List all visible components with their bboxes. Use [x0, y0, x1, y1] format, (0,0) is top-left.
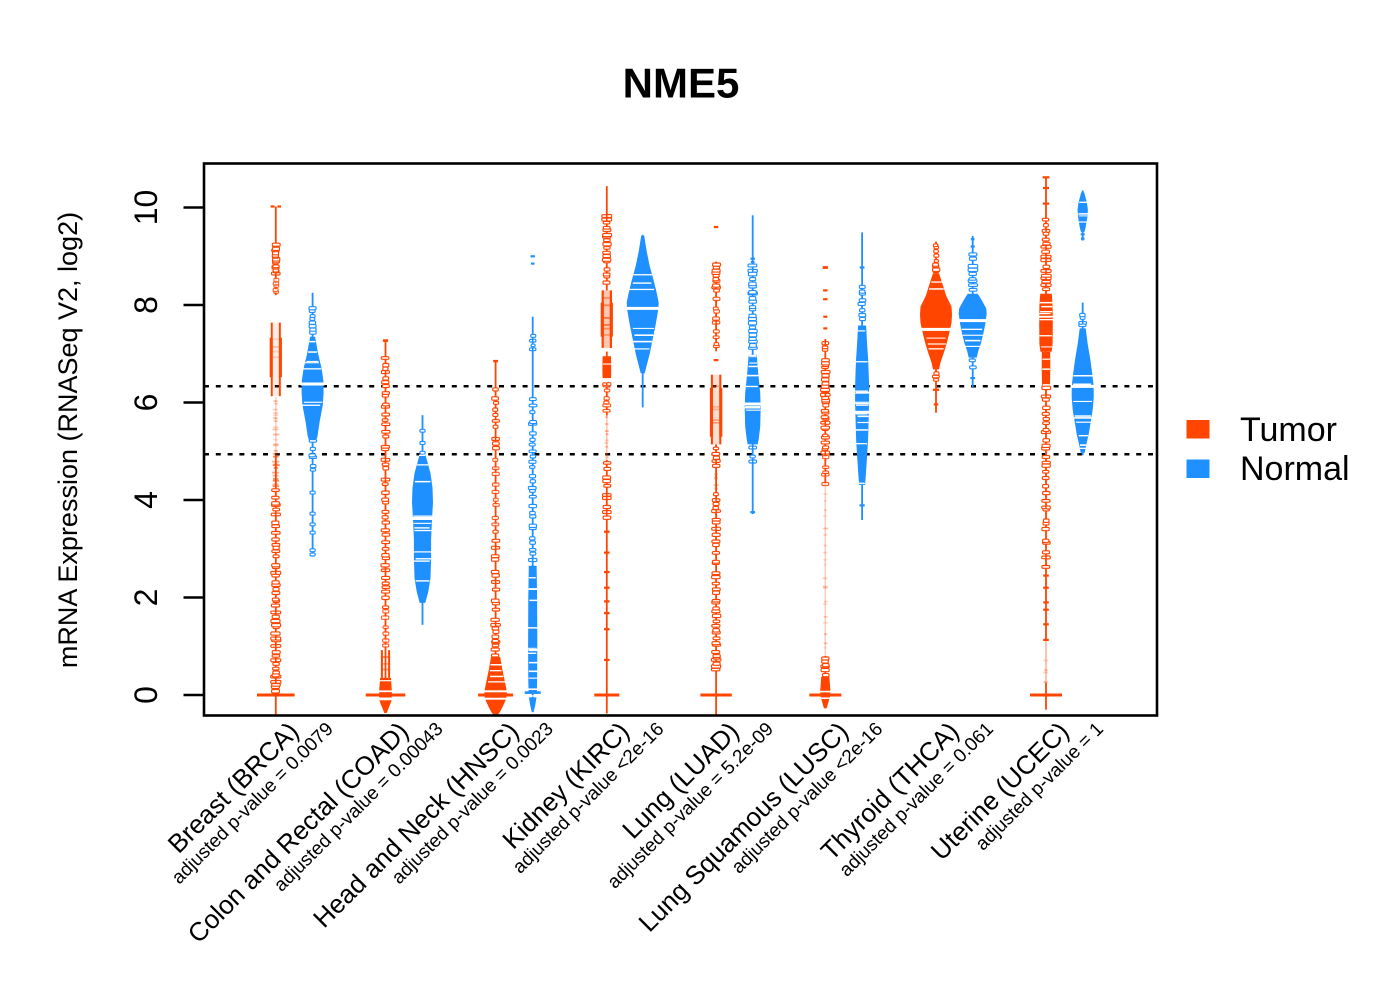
svg-text:6: 6 — [128, 394, 164, 412]
svg-text:Normal: Normal — [1240, 450, 1350, 488]
svg-text:4: 4 — [128, 491, 164, 509]
svg-text:10: 10 — [128, 190, 164, 226]
svg-text:NME5: NME5 — [623, 60, 740, 107]
svg-text:mRNA Expression (RNASeq V2, lo: mRNA Expression (RNASeq V2, log2) — [53, 212, 83, 668]
svg-text:2: 2 — [128, 589, 164, 607]
svg-text:0: 0 — [128, 686, 164, 704]
svg-text:Tumor: Tumor — [1240, 411, 1337, 449]
svg-text:8: 8 — [128, 296, 164, 314]
